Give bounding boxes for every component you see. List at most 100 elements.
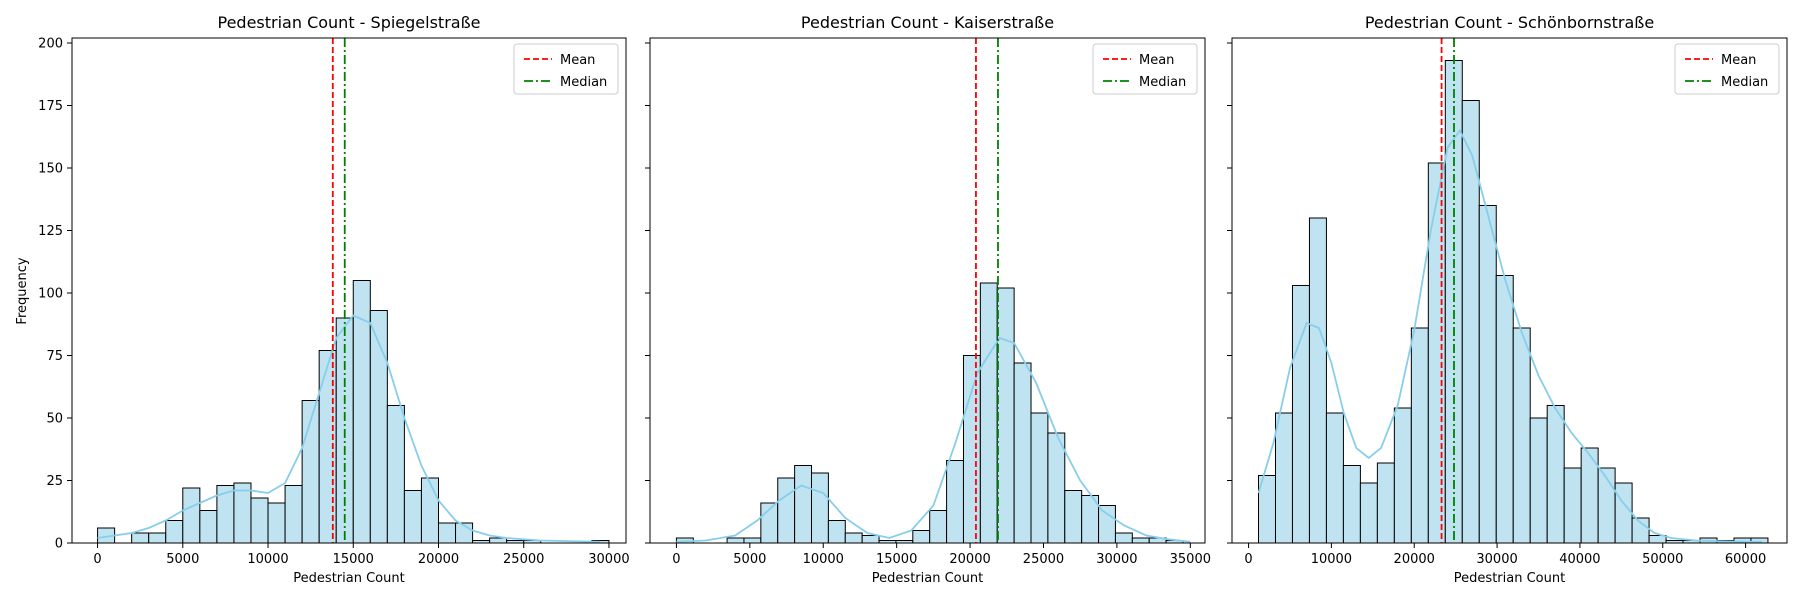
histogram-bar	[420, 477, 439, 544]
x-axis-label: Pedestrian Count	[293, 571, 404, 586]
x-tick-label: 40000	[1559, 552, 1600, 567]
histogram-bar	[743, 537, 762, 544]
histogram-bar	[1098, 505, 1116, 544]
histogram-bar	[811, 472, 829, 544]
x-axis-label: Pedestrian Count	[1454, 571, 1565, 586]
x-tick-label: 60000	[1725, 552, 1766, 567]
histogram-bar	[1013, 362, 1032, 544]
axes-frame	[71, 37, 627, 544]
histogram-bar	[489, 537, 508, 544]
kde-curve	[97, 314, 601, 543]
x-tick-label: 25000	[1023, 552, 1064, 567]
bars	[1258, 60, 1769, 544]
x-tick-label: 5000	[166, 552, 199, 567]
histogram-bar	[369, 310, 388, 544]
x-tick-label: 10000	[1311, 552, 1352, 567]
legend-median-label: Median	[1139, 75, 1186, 90]
histogram-bar	[794, 465, 813, 544]
x-tick-label: 5000	[733, 552, 766, 567]
panel-2: 0 5000 10000 15000 20000 25000 30000 35000 Pedes…	[645, 13, 1211, 586]
histogram-bar	[403, 490, 422, 544]
x-tick-label: 25000	[503, 552, 544, 567]
histogram-bar	[1512, 327, 1531, 544]
histogram-bar	[1308, 217, 1327, 544]
panel-3: 0 10000 20000 30000 40000 50000 60000 Pedestria…	[1227, 13, 1788, 586]
legend-mean-label: Mean	[560, 53, 595, 68]
x-tick-label: 30000	[1476, 552, 1517, 567]
y-tick-label: 0	[55, 537, 63, 552]
histogram-bar	[1427, 162, 1446, 544]
axes-frame	[649, 37, 1206, 544]
histogram-bar	[962, 355, 981, 544]
histogram-bar	[726, 537, 745, 544]
histogram-bar	[1359, 482, 1378, 544]
legend-box	[513, 43, 619, 95]
x-tick-label: 35000	[1170, 552, 1211, 567]
y-tick-label: 100	[38, 287, 63, 302]
histogram-bar	[267, 502, 286, 544]
histogram-bar	[827, 520, 846, 544]
histogram-bar	[1047, 432, 1066, 544]
y-tick-label: 200	[38, 37, 63, 52]
histogram-bar	[131, 532, 150, 544]
y-tick-label: 150	[38, 162, 63, 177]
y-tick-label: 75	[46, 349, 63, 364]
histogram-bar	[979, 282, 998, 544]
x-tick-label: 30000	[588, 552, 629, 567]
x-tick-label: 50000	[1642, 552, 1683, 567]
histogram-bar	[199, 510, 218, 544]
x-tick-label: 10000	[803, 552, 844, 567]
x-tick-label: 20000	[949, 552, 990, 567]
y-tick-label: 125	[38, 224, 63, 239]
x-tick-label: 0	[1244, 552, 1252, 567]
panel-1: 0 5000 10000 15000 20000 25000 30000 0 25 50 75 100…	[38, 13, 629, 586]
histogram-bar	[1325, 412, 1344, 544]
histogram-bar	[1393, 407, 1412, 544]
y-tick-label: 50	[46, 412, 63, 427]
histogram-bar	[233, 482, 252, 544]
x-tick-label: 20000	[418, 552, 459, 567]
histogram-bar	[1529, 417, 1548, 544]
axes-frame	[1231, 37, 1788, 544]
legend-box	[1092, 43, 1198, 95]
legend: Mean Median	[513, 43, 619, 95]
histogram-bar	[1546, 405, 1565, 544]
legend-mean-label: Mean	[1139, 53, 1174, 68]
histogram-bar	[1563, 467, 1582, 544]
histogram-bar	[929, 510, 948, 544]
histogram-bar	[1614, 482, 1633, 544]
histogram-bar	[946, 460, 964, 544]
histogram-bar	[1478, 205, 1497, 544]
x-tick-label: 0	[672, 552, 680, 567]
bars	[97, 280, 610, 544]
legend: Mean Median	[1092, 43, 1198, 95]
histogram-bar	[777, 477, 796, 544]
histogram-bar	[912, 530, 931, 544]
histogram-bar	[165, 520, 184, 544]
histogram-bar	[1410, 327, 1429, 544]
y-tick-label: 175	[38, 99, 63, 114]
histogram-bar	[1114, 532, 1133, 544]
x-tick-label: 0	[93, 552, 101, 567]
legend-mean-label: Mean	[1721, 53, 1756, 68]
chart-title: Pedestrian Count - Schönbornstraße	[1365, 13, 1654, 32]
y-tick-label: 25	[46, 474, 63, 489]
histogram-bar	[1274, 412, 1293, 544]
bars	[675, 282, 1184, 544]
x-axis-label: Pedestrian Count	[872, 571, 983, 586]
kde-curve	[676, 336, 1191, 543]
legend-median-label: Median	[1721, 75, 1768, 90]
x-tick-label: 15000	[876, 552, 917, 567]
x-tick-label: 30000	[1096, 552, 1137, 567]
histogram-bar	[284, 485, 303, 544]
histogram-bar	[1342, 465, 1361, 544]
legend-box	[1674, 43, 1780, 95]
y-axis-label: Frequency	[15, 257, 30, 324]
chart-title: Pedestrian Count - Kaiserstraße	[801, 13, 1054, 32]
histogram-bar	[1495, 275, 1514, 544]
histogram-bar	[1131, 537, 1150, 544]
histogram-bar	[437, 522, 457, 544]
histogram-bar	[1064, 490, 1083, 544]
histogram-bar	[1376, 462, 1395, 544]
